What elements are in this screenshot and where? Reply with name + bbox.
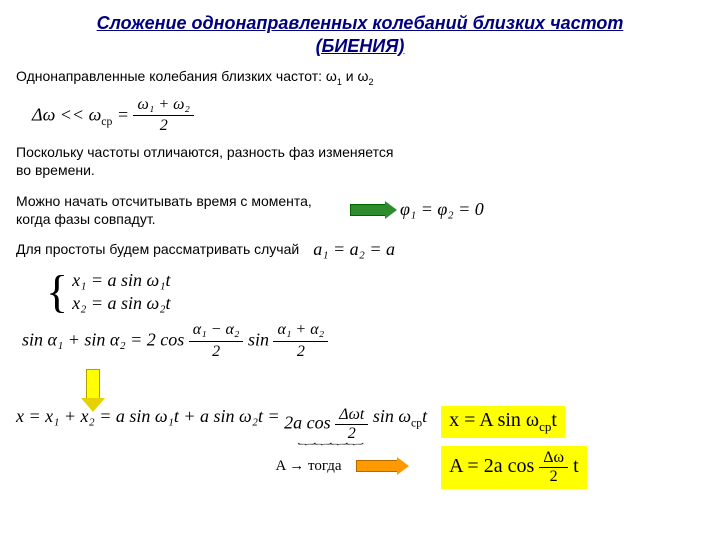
intro-line: Однонаправленные колебания близких часто… (16, 67, 704, 89)
intro-text: Однонаправленные колебания близких часто… (16, 68, 337, 84)
ub-fd: 2 (335, 425, 368, 443)
ident-lhs: sin α₁ + sin α₂ = 2 cos (22, 330, 184, 350)
brace-label: A → тогда (276, 458, 342, 475)
ub-fn: Δωt (335, 406, 368, 425)
simplicity-row: Для простоты будем рассматривать случай … (16, 234, 704, 264)
final-row: x = x₁ + x₂ = a sin ω₁t + a sin ω₂t = 2a… (16, 406, 704, 489)
a-eq: a₁ = a₂ = a (313, 239, 395, 260)
highlight-stack: x = A sin ωсрt A = 2a cos Δω 2 t (441, 406, 587, 489)
arrow-green-icon (350, 204, 386, 216)
underbrace: 2a cos Δωt 2 ︸︸︸︸ (284, 406, 368, 452)
hl1-lhs: x = A sin ω (449, 409, 539, 431)
trig-identity: sin α₁ + sin α₂ = 2 cos α₁ − α₂ 2 sin α₁… (22, 320, 704, 363)
long-eq: x = x₁ + x₂ = a sin ω₁t + a sin ω₂t = 2a… (16, 406, 427, 452)
simplicity-text: Для простоты будем рассматривать случай (16, 240, 299, 258)
system-equations: { x₁ = a sin ω₁t x₂ = a sin ω₂t (46, 270, 704, 314)
cp2: ср (411, 416, 422, 429)
phase-text: Поскольку частоты отличаются, разность ф… (16, 143, 396, 179)
intro-and: и ω (342, 68, 369, 84)
highlight-eq1: x = A sin ωсрt (441, 406, 565, 438)
omega-lhs: Δω << ω (32, 104, 101, 124)
sys-x1: x₁ = a sin ω₁t (72, 270, 170, 291)
title-line2: (БИЕНИЯ) (316, 36, 405, 56)
hl2-lhs: A = 2a cos (449, 455, 534, 477)
cp-sub: ср (101, 115, 112, 128)
arrow-yellow-down-icon (86, 369, 100, 399)
ident-f1n: α₁ − α₂ (189, 320, 244, 342)
sys-x2: x₂ = a sin ω₂t (72, 293, 170, 314)
hl2-fn: Δω (539, 449, 568, 468)
arrow-orange-icon (356, 460, 398, 472)
hl2-rhs: t (573, 455, 579, 477)
ident-f1d: 2 (189, 342, 244, 363)
slide-title: Сложение однонаправленных колебаний близ… (16, 12, 704, 57)
phi-eq: φ₁ = φ₂ = 0 (400, 199, 484, 220)
omega-definition: Δω << ωср = ω₁ + ω₂ 2 (32, 95, 704, 138)
long-rhs: sin ω (373, 406, 411, 426)
ident-mid: sin (248, 330, 269, 350)
ident-f2n: α₁ + α₂ (273, 320, 328, 342)
highlight-eq2: A = 2a cos Δω 2 t (441, 446, 587, 489)
omega-num: ω₁ + ω₂ (133, 95, 194, 117)
long-lhs: x = x₁ + x₂ = a sin ω₁t + a sin ω₂t = (16, 406, 284, 426)
ident-f2d: 2 (273, 342, 328, 363)
long-rhs2: t (422, 406, 427, 426)
hl2-fd: 2 (539, 468, 568, 486)
yellow-arrow-wrap (86, 369, 704, 402)
title-line1: Сложение однонаправленных колебаний близ… (97, 13, 624, 33)
ub-top-text: 2a cos (284, 412, 331, 432)
start-row: Можно начать отсчитывать время с момента… (16, 186, 704, 234)
hl1-rhs: t (551, 409, 557, 431)
start-text: Можно начать отсчитывать время с момента… (16, 192, 336, 228)
omega-den: 2 (133, 116, 194, 137)
brace-icon: { (46, 271, 68, 312)
cp3: ср (539, 419, 551, 434)
omega-eq: = (112, 104, 133, 124)
brace-label-row: A → тогда (246, 458, 427, 475)
